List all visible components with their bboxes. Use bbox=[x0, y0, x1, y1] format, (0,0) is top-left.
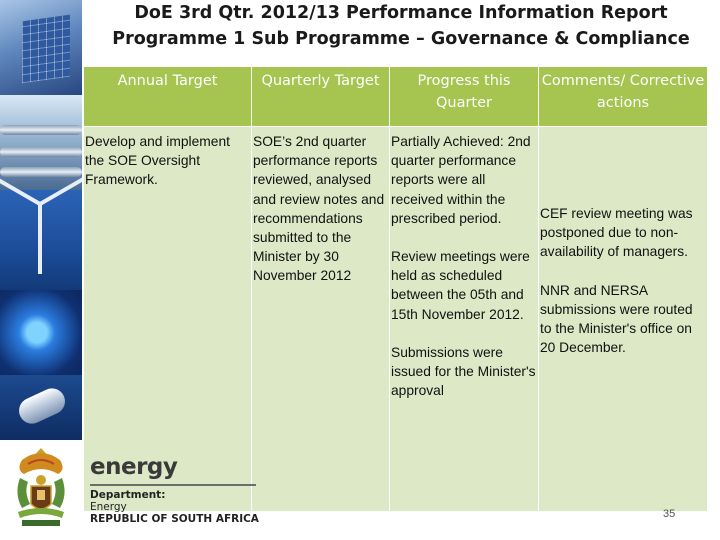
quarterly-target-text: SOE’s 2nd quarter performance reports re… bbox=[253, 134, 385, 284]
progress-paragraph-3: Submissions were issued for the Minister… bbox=[391, 344, 536, 399]
header-quarterly-target: Quarterly Target bbox=[251, 66, 390, 127]
cell-quarterly-target: SOE’s 2nd quarter performance reports re… bbox=[251, 126, 390, 512]
annual-target-text: Develop and implement the SOE Oversight … bbox=[85, 134, 230, 188]
table-row: Develop and implement the SOE Oversight … bbox=[83, 126, 708, 512]
header-comments: Comments/ Corrective actions bbox=[538, 66, 708, 127]
coat-of-arms-logo bbox=[17, 448, 65, 526]
comment-paragraph-2: NNR and NERSA submissions were routed to… bbox=[540, 282, 693, 356]
dept-name: Energy bbox=[90, 501, 127, 513]
header-annual-target: Annual Target bbox=[83, 66, 252, 127]
dept-label: Department: bbox=[90, 489, 166, 501]
header-progress: Progress this Quarter bbox=[389, 66, 539, 127]
department-branding: energy Department: Energy REPUBLIC OF SO… bbox=[90, 454, 259, 525]
brand-divider bbox=[90, 484, 256, 486]
gas-flame-image bbox=[0, 290, 82, 375]
comment-paragraph-1: CEF review meeting was postponed due to … bbox=[540, 206, 693, 260]
solar-panel-image bbox=[0, 0, 82, 95]
slide-title: DoE 3rd Qtr. 2012/13 Performance Informa… bbox=[82, 0, 720, 52]
progress-paragraph-2: Review meetings were held as scheduled b… bbox=[391, 249, 530, 322]
table-header-row: Annual Target Quarterly Target Progress … bbox=[83, 66, 708, 127]
progress-paragraph-1: Partially Achieved: 2nd quarter performa… bbox=[391, 134, 531, 226]
wind-turbine-image bbox=[0, 167, 82, 290]
performance-table: Annual Target Quarterly Target Progress … bbox=[83, 66, 708, 512]
republic-label: REPUBLIC OF SOUTH AFRICA bbox=[90, 513, 259, 525]
brand-wordmark: energy bbox=[90, 454, 178, 480]
title-line-1: DoE 3rd Qtr. 2012/13 Performance Informa… bbox=[134, 3, 668, 23]
title-line-2: Programme 1 Sub Programme – Governance &… bbox=[112, 29, 690, 49]
cell-annual-target: Develop and implement the SOE Oversight … bbox=[83, 126, 252, 512]
energy-image-strip bbox=[0, 0, 82, 440]
pipeline-image bbox=[0, 95, 82, 190]
cell-progress: Partially Achieved: 2nd quarter performa… bbox=[389, 126, 539, 512]
light-tube-image bbox=[0, 375, 82, 440]
cell-comments: CEF review meeting was postponed due to … bbox=[538, 126, 708, 512]
page-number: 35 bbox=[663, 508, 676, 520]
